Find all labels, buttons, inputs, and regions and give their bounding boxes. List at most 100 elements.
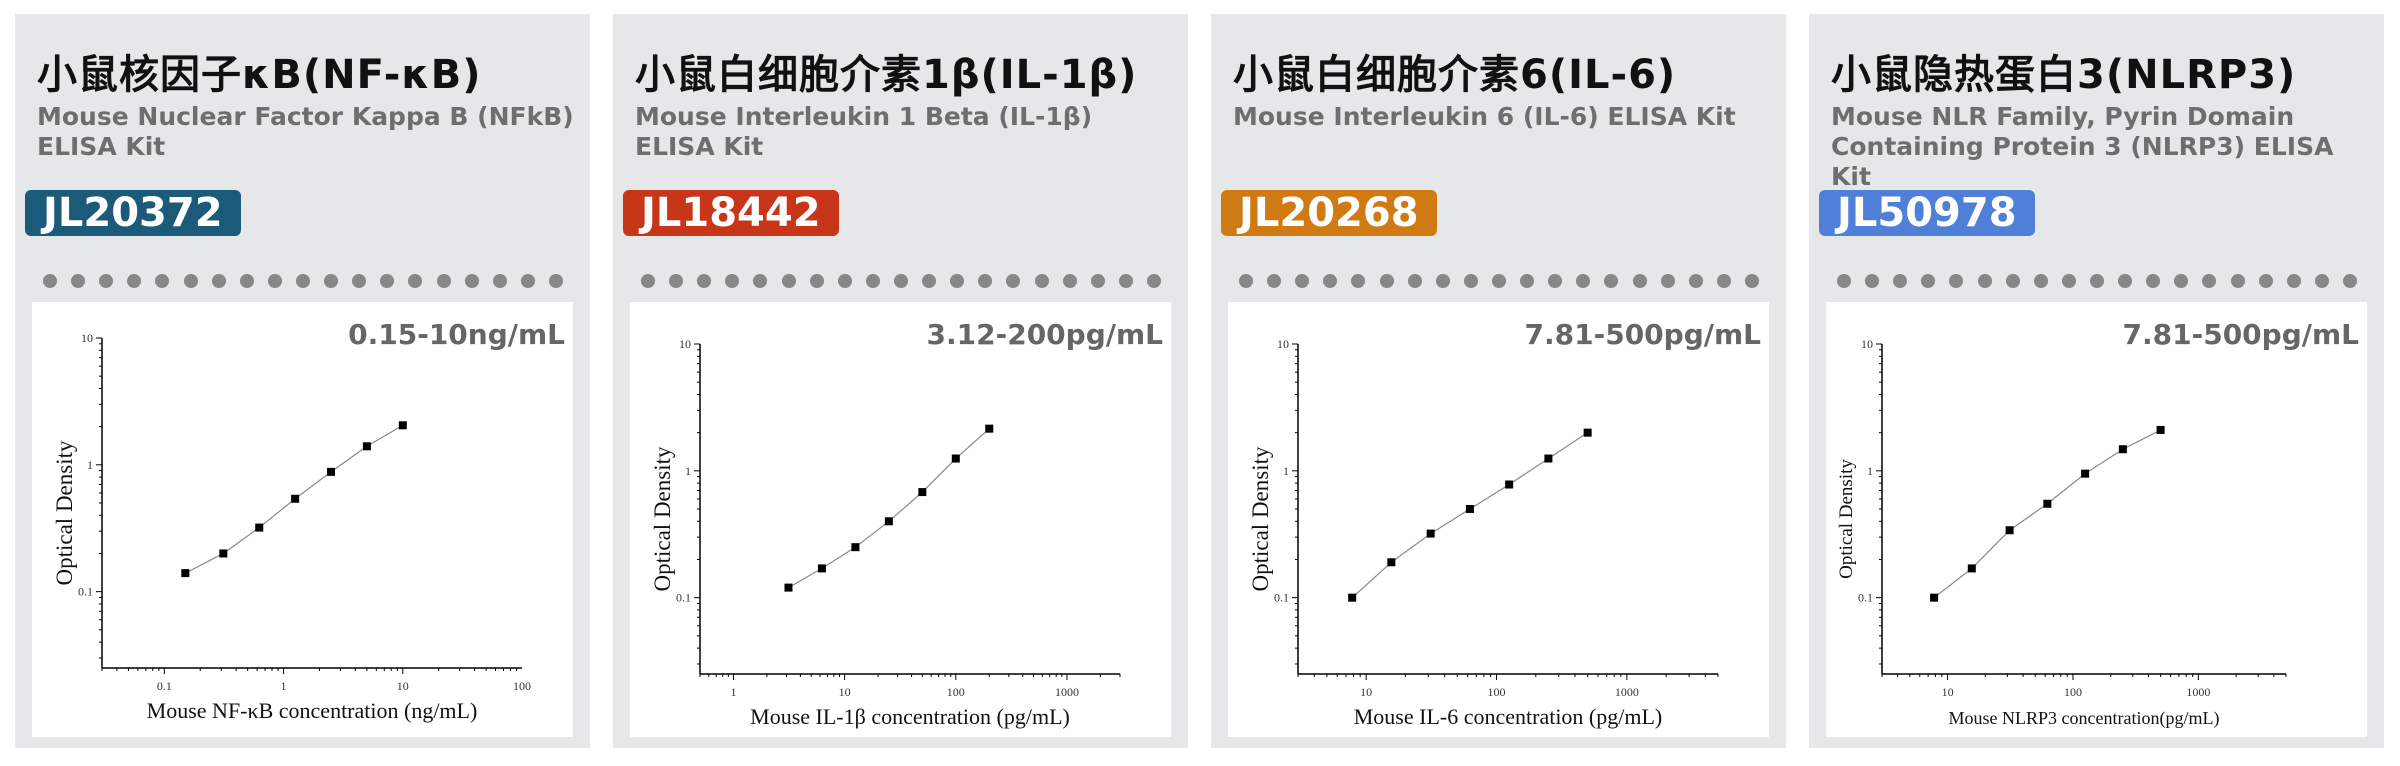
y-tick-label: 1 [685,464,691,478]
divider-dot [2314,274,2329,288]
data-point [327,467,336,476]
divider-dot [1865,274,1880,288]
divider-dot [211,274,226,288]
product-subtitle: Mouse Nuclear Factor Kappa B (NFkB) ELIS… [37,102,574,161]
divider-dot [2342,274,2357,288]
divider-dot [2005,274,2020,288]
fit-curve [1933,429,2161,599]
divider-dot [837,274,852,288]
x-tick-label: 100 [2064,685,2082,699]
divider-dot [71,274,86,288]
divider-dot [1034,274,1049,288]
data-point [181,569,190,578]
data-point [2005,526,2014,535]
x-tick-label: 100 [513,679,531,693]
product-card: 小鼠白细胞介素6(IL-6) Mouse Interleukin 6 (IL-6… [1211,14,1786,748]
divider-dot [1351,274,1366,288]
data-point [1967,564,1976,573]
divider-dot [408,274,423,288]
divider-dot [2286,274,2301,288]
divider-dot [669,274,684,288]
data-point [219,549,228,558]
divider-dot [1688,274,1703,288]
catalog-number-badge[interactable]: JL18442 [623,190,839,236]
product-subtitle: Mouse NLR Family, Pyrin Domain Containin… [1831,102,2334,191]
data-point [951,454,960,463]
divider-dot [1977,274,1992,288]
standard-curve-chart: 7.81-500pg/mL 10 100 1000 0.1 1 10 Mouse IL-6 … [1228,302,1769,737]
catalog-number-badge[interactable]: JL20268 [1221,190,1437,236]
divider-dot [155,274,170,288]
divider-dot [1604,274,1619,288]
divider-dot [2258,274,2273,288]
y-tick-label: 0.1 [1274,591,1289,605]
x-tick-label: 1000 [1055,685,1079,699]
product-card: 小鼠白细胞介素1β(IL-1β) Mouse Interleukin 1 Bet… [613,14,1188,748]
x-tick-label: 0.1 [157,679,172,693]
divider-dot [1090,274,1105,288]
y-tick-label: 1 [1867,464,1873,478]
divider-dot [1239,274,1253,288]
divider-dot [43,274,57,288]
divider-dot [893,274,908,288]
divider-dot [1006,274,1021,288]
data-point [2081,469,2090,478]
x-tick-label: 10 [397,679,409,693]
detection-range: 7.81-500pg/mL [2122,318,2359,351]
catalog-number-badge[interactable]: JL50978 [1819,190,2035,236]
x-tick-label: 10 [1360,685,1372,699]
dot-divider [641,274,1161,288]
divider-dot [641,274,655,288]
standard-curve-chart: 0.15-10ng/mL 0.1 1 10 100 0.1 1 10 Mouse NF-κB … [32,302,573,737]
divider-dot [1921,274,1936,288]
divider-dot [753,274,768,288]
data-point [1583,428,1592,437]
divider-dot [1295,274,1310,288]
data-point [884,517,893,526]
dot-divider [43,274,563,288]
product-title: 小鼠白细胞介素1β(IL-1β) [635,52,1138,98]
product-card: 小鼠核因子κB(NF-κB) Mouse Nuclear Factor Kapp… [15,14,590,748]
data-point [255,523,264,532]
divider-dot [1323,274,1338,288]
standard-curve-chart: 7.81-500pg/mL 10 100 1000 0.1 1 10 Mouse NLRP3… [1826,302,2367,737]
y-tick-label: 0.1 [676,591,691,605]
y-tick-label: 1 [87,458,93,472]
x-tick-label: 1 [281,679,287,693]
data-point [1465,505,1474,513]
divider-dot [1893,274,1908,288]
divider-dot [1716,274,1731,288]
data-point [784,583,793,592]
data-point [1505,480,1514,489]
divider-dot [1520,274,1535,288]
fit-curve [788,428,990,589]
divider-dot [183,274,198,288]
divider-dot [1491,274,1506,288]
divider-dot [2230,274,2245,288]
y-tick-label: 10 [1861,337,1873,351]
divider-dot [1062,274,1077,288]
divider-dot [922,274,937,288]
catalog-number-badge[interactable]: JL20372 [25,190,241,236]
x-tick-label: 10 [839,685,851,699]
y-axis-label: Optical Density [1248,446,1273,591]
x-axis-label: Mouse NLRP3 concentration(pg/mL) [1949,708,2220,729]
x-tick-label: 100 [1488,685,1506,699]
x-tick-label: 100 [947,685,965,699]
y-tick-label: 0.1 [1858,591,1873,605]
y-tick-label: 10 [81,331,93,345]
divider-dot [1379,274,1394,288]
data-point [398,421,407,430]
data-point [362,442,371,451]
divider-dot [324,274,339,288]
product-card: 小鼠隐热蛋白3(NLRP3) Mouse NLR Family, Pyrin D… [1809,14,2384,748]
detection-range: 7.81-500pg/mL [1524,318,1761,351]
divider-dot [1837,274,1851,288]
divider-dot [99,274,114,288]
x-axis-label: Mouse IL-6 concentration (pg/mL) [1354,704,1663,729]
divider-dot [352,274,367,288]
data-point [2043,499,2052,508]
divider-dot [127,274,142,288]
product-title: 小鼠核因子κB(NF-κB) [37,52,482,98]
product-title: 小鼠隐热蛋白3(NLRP3) [1831,52,2297,98]
